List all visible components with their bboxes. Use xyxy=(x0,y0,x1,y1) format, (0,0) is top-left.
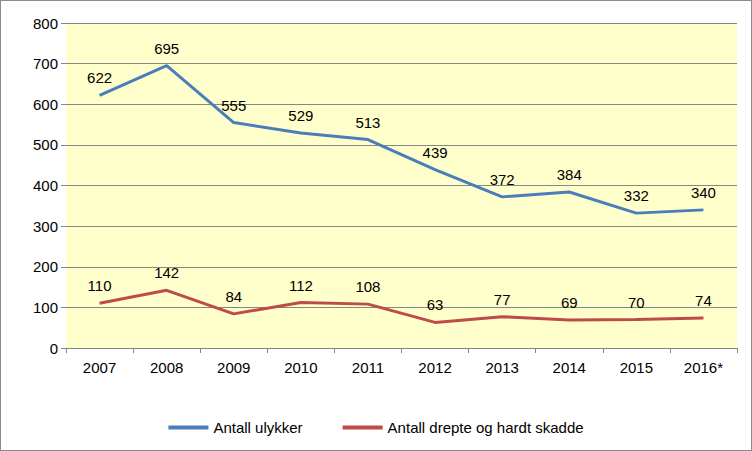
svg-text:500: 500 xyxy=(33,136,58,153)
svg-text:112: 112 xyxy=(289,277,313,294)
svg-text:Antall drepte og hardt skadde: Antall drepte og hardt skadde xyxy=(388,419,584,436)
svg-text:200: 200 xyxy=(33,258,58,275)
svg-text:332: 332 xyxy=(624,187,649,204)
svg-text:555: 555 xyxy=(221,97,246,114)
svg-text:108: 108 xyxy=(355,278,380,295)
svg-text:800: 800 xyxy=(33,15,58,32)
svg-text:110: 110 xyxy=(88,277,112,294)
svg-text:2007: 2007 xyxy=(83,359,116,376)
svg-text:300: 300 xyxy=(33,218,58,235)
svg-text:77: 77 xyxy=(494,291,511,308)
svg-text:700: 700 xyxy=(33,55,58,72)
svg-text:2008: 2008 xyxy=(150,359,183,376)
svg-text:Antall ulykker: Antall ulykker xyxy=(213,419,302,436)
svg-text:63: 63 xyxy=(427,296,444,313)
svg-text:74: 74 xyxy=(695,292,712,309)
svg-text:695: 695 xyxy=(154,40,179,57)
svg-text:2016*: 2016* xyxy=(684,359,723,376)
svg-text:622: 622 xyxy=(87,69,112,86)
svg-text:84: 84 xyxy=(225,288,242,305)
svg-text:142: 142 xyxy=(154,264,179,281)
svg-text:2014: 2014 xyxy=(553,359,586,376)
svg-text:2012: 2012 xyxy=(418,359,451,376)
svg-text:400: 400 xyxy=(33,177,58,194)
svg-text:100: 100 xyxy=(33,299,58,316)
svg-text:529: 529 xyxy=(288,107,313,124)
svg-text:600: 600 xyxy=(33,96,58,113)
svg-text:2010: 2010 xyxy=(284,359,317,376)
svg-text:2009: 2009 xyxy=(217,359,250,376)
svg-text:69: 69 xyxy=(561,294,578,311)
svg-text:2011: 2011 xyxy=(352,359,384,376)
svg-text:340: 340 xyxy=(691,184,716,201)
svg-text:70: 70 xyxy=(628,294,645,311)
svg-text:2013: 2013 xyxy=(485,359,518,376)
svg-text:439: 439 xyxy=(423,144,448,161)
svg-text:2015: 2015 xyxy=(620,359,653,376)
svg-text:0: 0 xyxy=(50,340,58,357)
svg-text:513: 513 xyxy=(355,114,380,131)
svg-text:384: 384 xyxy=(557,166,582,183)
svg-text:372: 372 xyxy=(490,171,515,188)
